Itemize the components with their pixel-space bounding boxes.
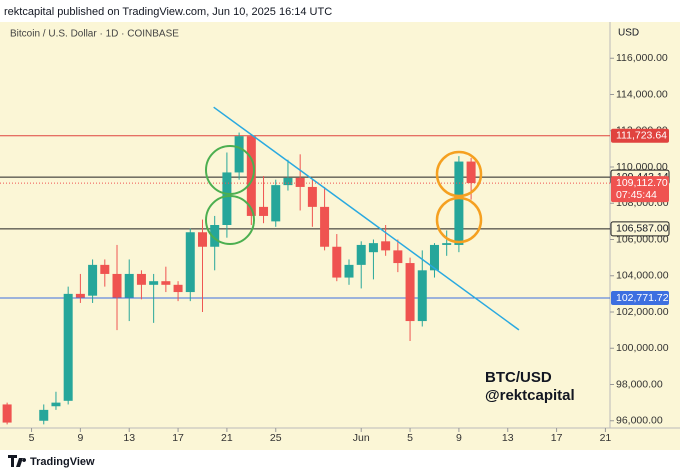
candle-body	[271, 185, 281, 222]
y-tick-label: 100,000.00	[616, 342, 669, 354]
y-tick-label: 114,000.00	[616, 88, 668, 100]
chart-title: Bitcoin / U.S. Dollar · 1D · COINBASE	[10, 29, 179, 40]
x-tick-label: 21	[221, 432, 233, 444]
y-tick-label: 96,000.00	[616, 415, 663, 427]
candle-body	[100, 264, 110, 274]
level-label-box	[611, 128, 669, 143]
candle-body	[393, 250, 403, 264]
x-tick-label: 17	[551, 432, 563, 444]
candle-body	[295, 177, 305, 187]
x-tick-label: 25	[270, 432, 282, 444]
candle-body	[246, 136, 256, 216]
level-label: 106,587.00	[616, 223, 669, 235]
last-price-label: 109,112.70	[616, 177, 668, 189]
candle-body	[368, 243, 378, 253]
candle-body	[185, 232, 195, 293]
candle-body	[75, 293, 85, 298]
level-label-box	[611, 291, 669, 306]
candle-body	[307, 186, 317, 207]
highlight-circle	[205, 195, 255, 245]
candle-body	[283, 177, 293, 186]
candle-body	[112, 273, 122, 298]
candle-body	[51, 402, 61, 407]
logo	[8, 455, 27, 467]
currency: USD	[618, 28, 639, 39]
candle-body	[161, 281, 171, 285]
candle-body	[2, 404, 12, 423]
trendline	[213, 106, 520, 331]
candle-body	[39, 409, 49, 421]
x-tick-label: 9	[456, 432, 462, 444]
candle-body	[149, 281, 159, 285]
candle-body	[429, 244, 439, 271]
candle-body	[173, 284, 183, 293]
candle-body	[136, 273, 146, 285]
x-tick-label: 17	[172, 432, 184, 444]
candle-body	[320, 206, 330, 247]
y-tick-label: 102,000.00	[616, 306, 669, 318]
highlight-circle	[205, 145, 255, 195]
level-label-box	[610, 221, 670, 237]
x-tick-label: 9	[77, 432, 83, 444]
candle-body	[332, 246, 342, 278]
candle-body	[210, 225, 220, 247]
annotation: @rektcapital	[485, 387, 575, 404]
footer: TradingView	[30, 456, 95, 468]
level-label: 111,723.64	[616, 130, 667, 142]
highlight-circle	[435, 196, 483, 244]
candle-body	[344, 264, 354, 278]
chart-background	[0, 22, 680, 450]
candle-body	[454, 161, 464, 245]
candle-body	[381, 241, 391, 251]
y-tick-label: 98,000.00	[616, 378, 663, 390]
candle-body	[234, 136, 244, 173]
candle-body	[63, 293, 73, 401]
header: rektcapital published on TradingView.com…	[4, 6, 332, 18]
candle-body	[405, 263, 415, 322]
last-price-box	[611, 176, 669, 203]
annotation: BTC/USD	[485, 369, 552, 386]
x-tick-label: 5	[29, 432, 35, 444]
candle-body	[88, 264, 98, 296]
x-tick-label: Jun	[353, 432, 370, 444]
highlight-circle	[435, 150, 483, 198]
y-tick-label: 104,000.00	[616, 270, 669, 282]
x-tick-label: 13	[502, 432, 514, 444]
candle-body	[259, 206, 269, 216]
x-tick-label: 5	[407, 432, 413, 444]
candle-body	[356, 244, 366, 265]
candle-body	[442, 243, 452, 245]
candle-body	[222, 172, 232, 225]
y-tick-label: 116,000.00	[616, 52, 668, 64]
candle-body	[466, 161, 476, 184]
countdown: 07:45:44	[616, 189, 657, 201]
candle-body	[197, 232, 207, 247]
x-tick-label: 21	[600, 432, 612, 444]
candle-body	[417, 270, 427, 322]
x-tick-label: 13	[123, 432, 135, 444]
level-label: 102,771.72	[616, 292, 669, 304]
candle-body	[124, 273, 134, 298]
